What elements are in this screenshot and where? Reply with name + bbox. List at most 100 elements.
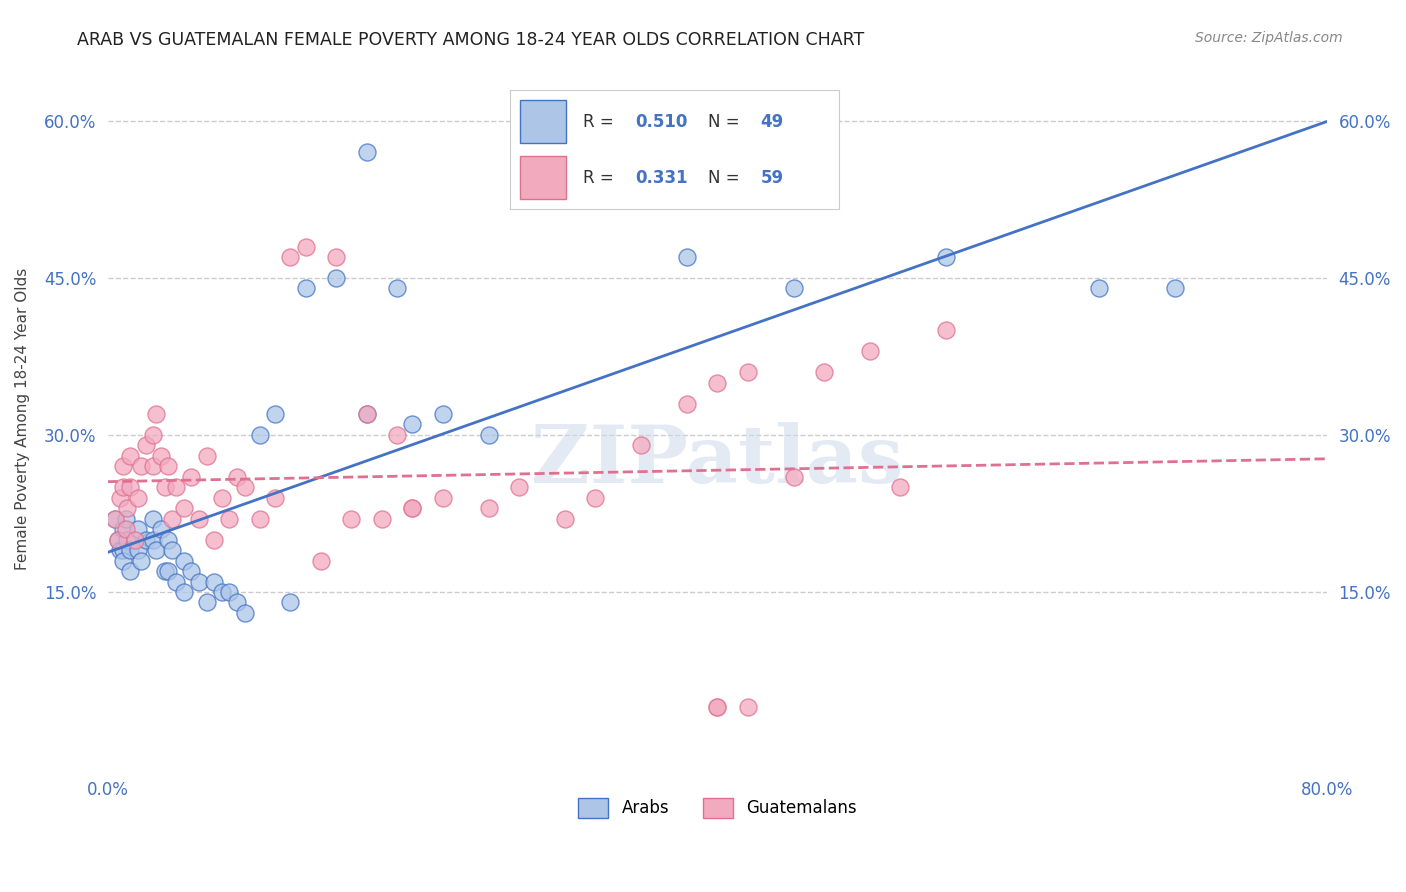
Point: [737, 700, 759, 714]
Text: Source: ZipAtlas.com: Source: ZipAtlas.com: [1195, 31, 1343, 45]
Point: [129, 459, 152, 474]
Point: [401, 501, 423, 516]
Point: [218, 512, 240, 526]
Point: [127, 522, 149, 536]
Point: [124, 533, 146, 547]
Point: [280, 250, 302, 264]
Point: [155, 480, 177, 494]
Point: [111, 553, 134, 567]
Point: [165, 574, 187, 589]
Point: [264, 491, 287, 505]
Point: [155, 564, 177, 578]
Point: [585, 491, 607, 505]
Point: [157, 564, 180, 578]
Point: [783, 470, 806, 484]
Point: [1087, 281, 1109, 295]
Point: [135, 533, 157, 547]
Point: [142, 459, 165, 474]
Point: [129, 553, 152, 567]
Point: [195, 595, 218, 609]
Point: [554, 512, 576, 526]
Point: [142, 533, 165, 547]
Point: [218, 585, 240, 599]
Point: [127, 543, 149, 558]
Point: [108, 543, 131, 558]
Point: [356, 407, 378, 421]
Point: [120, 543, 142, 558]
Point: [706, 700, 728, 714]
Point: [157, 533, 180, 547]
Point: [160, 512, 183, 526]
Point: [676, 250, 699, 264]
Point: [325, 250, 347, 264]
Point: [401, 501, 423, 516]
Point: [211, 585, 233, 599]
Point: [107, 533, 129, 547]
Point: [371, 512, 394, 526]
Point: [120, 449, 142, 463]
Point: [173, 553, 195, 567]
Point: [478, 501, 501, 516]
Point: [630, 438, 652, 452]
Point: [173, 501, 195, 516]
Point: [387, 428, 409, 442]
Point: [783, 281, 806, 295]
Point: [508, 480, 530, 494]
Point: [211, 491, 233, 505]
Point: [108, 491, 131, 505]
Point: [111, 459, 134, 474]
Point: [226, 595, 249, 609]
Point: [120, 564, 142, 578]
Point: [111, 480, 134, 494]
Point: [145, 543, 167, 558]
Point: [1164, 281, 1187, 295]
Point: [813, 365, 835, 379]
Point: [309, 553, 332, 567]
Point: [340, 512, 363, 526]
Point: [859, 344, 882, 359]
Point: [188, 574, 211, 589]
Point: [188, 512, 211, 526]
Point: [157, 459, 180, 474]
Point: [889, 480, 911, 494]
Point: [180, 564, 202, 578]
Point: [120, 480, 142, 494]
Point: [478, 428, 501, 442]
Point: [935, 323, 957, 337]
Point: [325, 271, 347, 285]
Point: [294, 239, 316, 253]
Point: [149, 449, 172, 463]
Point: [165, 480, 187, 494]
Point: [264, 407, 287, 421]
Point: [142, 428, 165, 442]
Point: [737, 365, 759, 379]
Point: [233, 480, 256, 494]
Point: [935, 250, 957, 264]
Legend: Arabs, Guatemalans: Arabs, Guatemalans: [572, 791, 863, 825]
Point: [104, 512, 127, 526]
Point: [135, 438, 157, 452]
Point: [233, 606, 256, 620]
Text: ARAB VS GUATEMALAN FEMALE POVERTY AMONG 18-24 YEAR OLDS CORRELATION CHART: ARAB VS GUATEMALAN FEMALE POVERTY AMONG …: [77, 31, 865, 49]
Point: [202, 533, 225, 547]
Point: [111, 522, 134, 536]
Point: [432, 491, 454, 505]
Point: [226, 470, 249, 484]
Point: [202, 574, 225, 589]
Point: [114, 512, 136, 526]
Point: [104, 512, 127, 526]
Point: [117, 501, 139, 516]
Point: [180, 470, 202, 484]
Point: [356, 407, 378, 421]
Point: [280, 595, 302, 609]
Point: [111, 543, 134, 558]
Point: [401, 417, 423, 432]
Point: [249, 512, 271, 526]
Point: [432, 407, 454, 421]
Point: [160, 543, 183, 558]
Point: [706, 700, 728, 714]
Text: ZIPatlas: ZIPatlas: [531, 422, 904, 500]
Point: [195, 449, 218, 463]
Point: [117, 533, 139, 547]
Point: [249, 428, 271, 442]
